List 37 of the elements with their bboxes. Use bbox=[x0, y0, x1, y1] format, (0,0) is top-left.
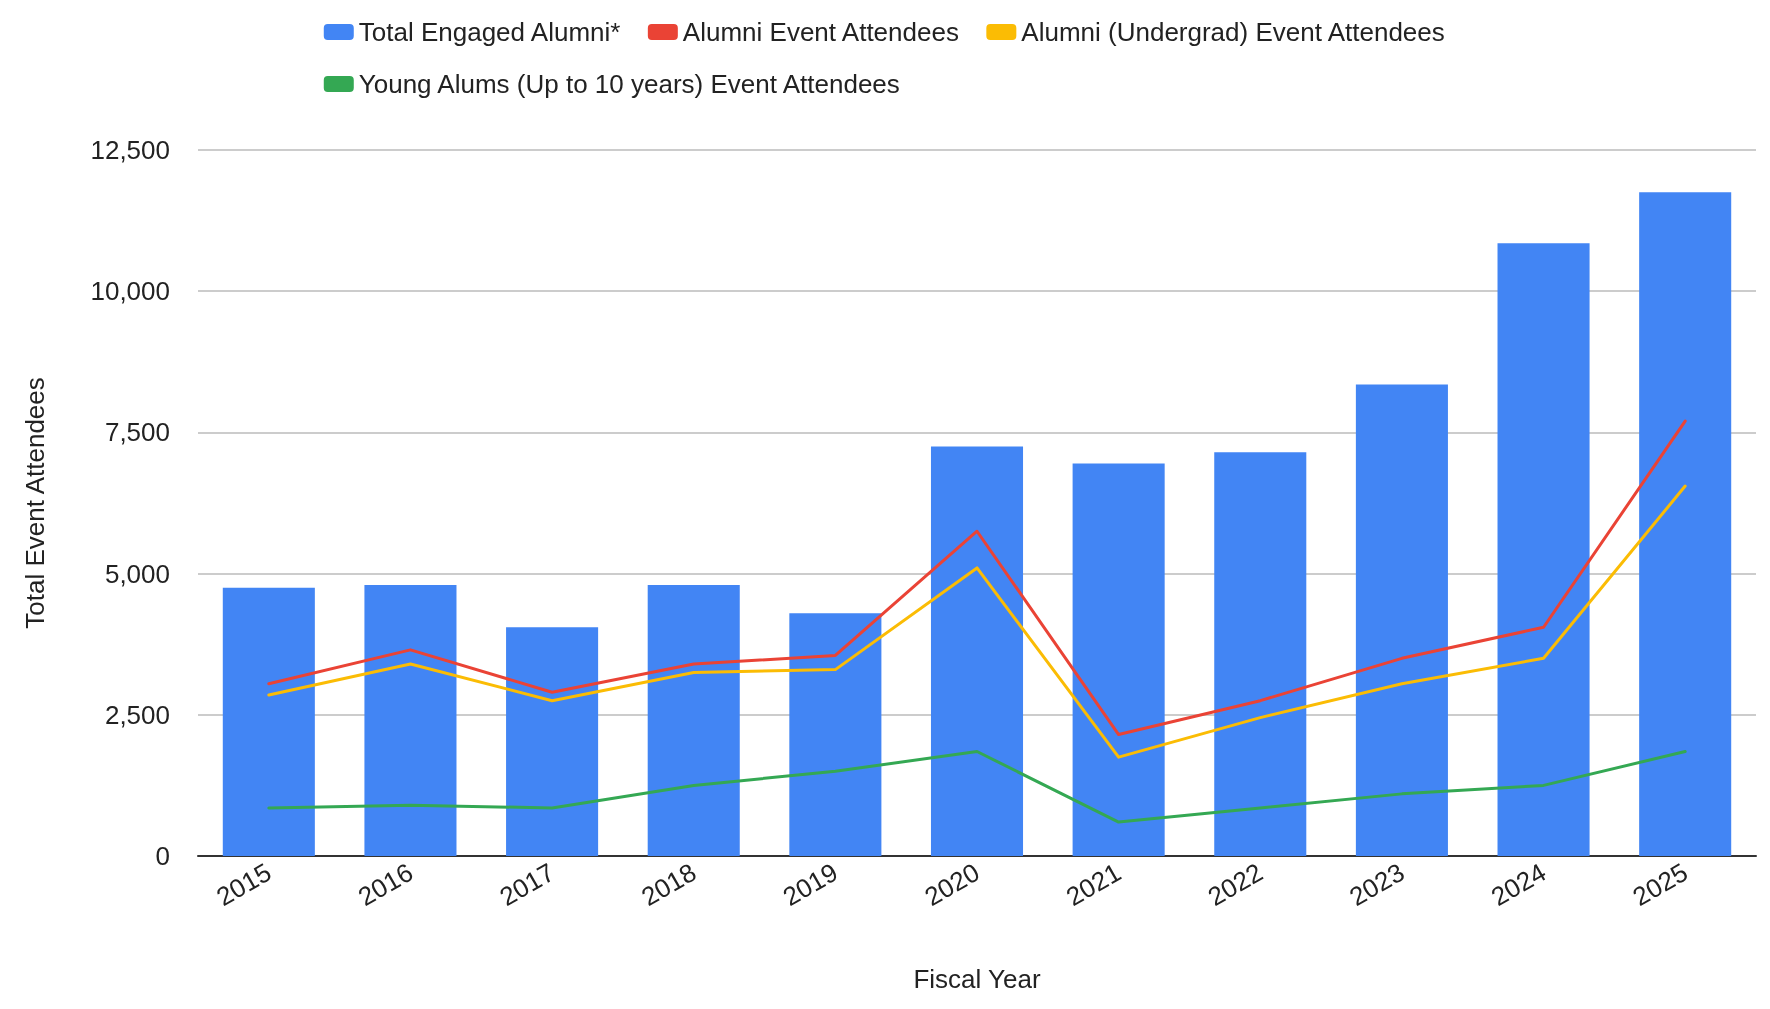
bar bbox=[222, 587, 315, 856]
y-tick-label: 10,000 bbox=[90, 276, 170, 307]
x-tick-label: 2025 bbox=[1627, 857, 1693, 912]
x-tick-label: 2020 bbox=[919, 857, 985, 912]
y-axis-title: Total Event Attendees bbox=[20, 377, 50, 629]
x-tick-label: 2017 bbox=[494, 857, 560, 912]
legend-label: Total Engaged Alumni* bbox=[358, 17, 621, 47]
y-tick-label: 2,500 bbox=[104, 699, 170, 730]
line-series bbox=[267, 419, 1687, 737]
y-tick-label: 0 bbox=[155, 841, 170, 871]
x-tick-label: 2024 bbox=[1485, 857, 1552, 912]
bar bbox=[1355, 384, 1448, 856]
legend-label: Young Alums (Up to 10 years) Event Attendees bbox=[358, 69, 900, 99]
x-tick-label: 2023 bbox=[1344, 857, 1410, 912]
bar bbox=[1497, 243, 1590, 856]
x-tick-label: 2021 bbox=[1061, 857, 1127, 912]
y-tick-label: 12,500 bbox=[90, 135, 170, 165]
bar bbox=[789, 613, 882, 856]
bar bbox=[647, 584, 740, 856]
bar bbox=[1639, 192, 1732, 856]
y-tick-label: 5,000 bbox=[104, 558, 170, 589]
x-tick-label: 2016 bbox=[352, 857, 418, 912]
x-tick-label: 2022 bbox=[1202, 857, 1268, 912]
line-series bbox=[267, 750, 1687, 824]
bar bbox=[364, 584, 457, 856]
x-tick-label: 2019 bbox=[777, 857, 843, 912]
bar bbox=[930, 446, 1024, 856]
legend-label: Alumni Event Attendees bbox=[682, 17, 959, 47]
x-tick-label: 2015 bbox=[211, 857, 277, 912]
bar bbox=[1072, 463, 1165, 856]
line-series bbox=[267, 484, 1687, 759]
bar bbox=[506, 627, 599, 856]
x-tick-label: 2018 bbox=[636, 857, 702, 912]
y-tick-label: 7,500 bbox=[104, 417, 170, 448]
legend-label: Alumni (Undergrad) Event Attendees bbox=[1021, 17, 1445, 47]
x-axis-title: Fiscal Year bbox=[913, 964, 1041, 994]
bar bbox=[1214, 452, 1307, 856]
